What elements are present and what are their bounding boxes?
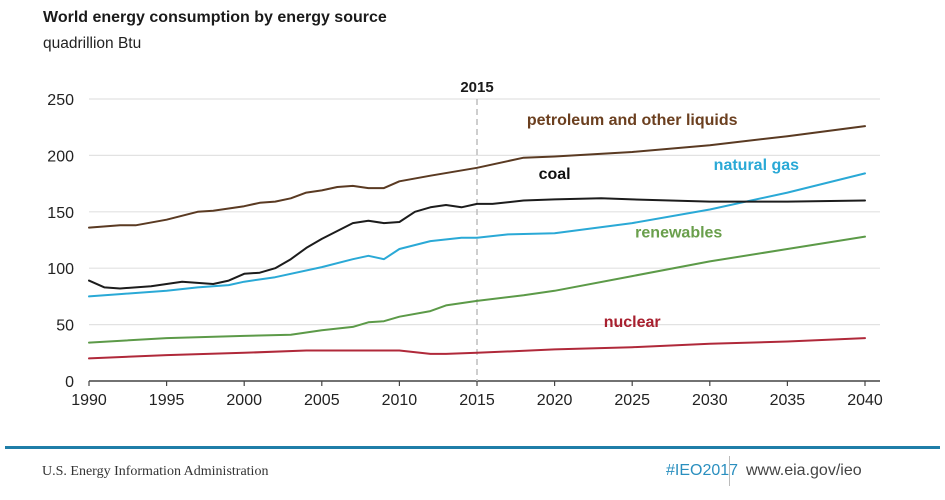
chart-title: World energy consumption by energy sourc… <box>43 9 387 26</box>
series-label-petroleum-and-other-liquids: petroleum and other liquids <box>527 112 738 129</box>
footer-separator <box>729 456 730 486</box>
series-line-petroleum-and-other-liquids <box>88 125 866 229</box>
series-label-natural-gas: natural gas <box>714 157 799 174</box>
annotation-label: 2015 <box>460 79 493 96</box>
y-tick-label: 250 <box>47 92 74 109</box>
x-tick-label: 2000 <box>226 392 262 409</box>
chart-subtitle: quadrillion Btu <box>43 35 142 52</box>
y-tick-label: 150 <box>47 205 74 222</box>
footer-hashtag[interactable]: #IEO2017 <box>666 462 739 479</box>
y-tick-label: 100 <box>47 261 74 278</box>
series-line-nuclear <box>88 337 866 360</box>
series-label-renewables: renewables <box>635 225 722 242</box>
y-tick-label: 50 <box>56 318 74 335</box>
series-line-coal <box>88 197 866 290</box>
x-tick-label: 2005 <box>304 392 340 409</box>
series-label-coal: coal <box>539 166 571 183</box>
series-line-natural-gas <box>88 172 866 298</box>
gridlines <box>89 98 880 326</box>
x-tick-label: 2030 <box>692 392 728 409</box>
axes: 0 50 100 150 200 250 1990 1995 2000 2005 2010 2015 2… <box>47 92 883 409</box>
x-tick-label: 2025 <box>614 392 650 409</box>
footer-source: U.S. Energy Information Administration <box>42 464 269 479</box>
series-lines <box>88 125 866 360</box>
x-tick-label: 2035 <box>770 392 806 409</box>
x-tick-label: 2010 <box>382 392 418 409</box>
line-chart: 0 50 100 150 200 250 1990 1995 2000 2005 2010 2015 2… <box>47 79 883 409</box>
y-tick-label: 0 <box>65 374 74 391</box>
x-tick-label: 2040 <box>847 392 883 409</box>
series-label-nuclear: nuclear <box>604 314 661 331</box>
x-tick-label: 2020 <box>537 392 573 409</box>
x-tick-label: 1990 <box>71 392 107 409</box>
series-line-renewables <box>88 235 866 344</box>
series-labels: petroleum and other liquids natural gas co… <box>527 112 799 331</box>
footer-divider <box>5 446 940 449</box>
x-tick-label: 1995 <box>149 392 185 409</box>
y-tick-label: 200 <box>47 148 74 165</box>
annotation-2015: 2015 <box>460 79 494 381</box>
footer-url[interactable]: www.eia.gov/ieo <box>746 462 862 479</box>
x-tick-label: 2015 <box>459 392 495 409</box>
